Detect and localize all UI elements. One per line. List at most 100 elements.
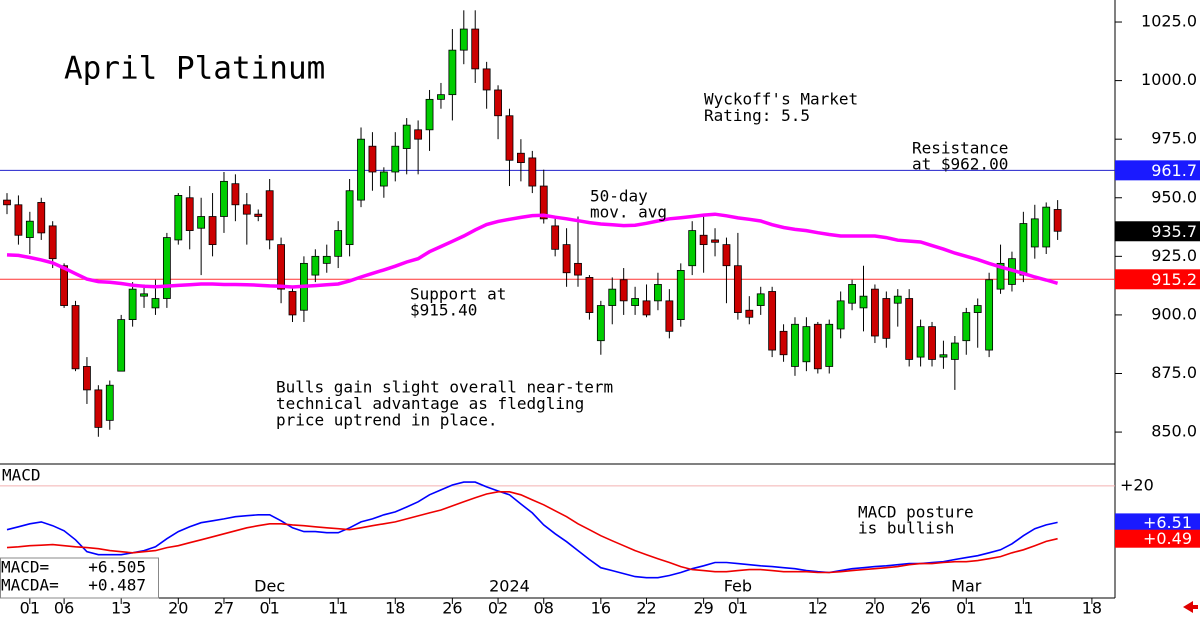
y-tick-label: 975.0: [1151, 129, 1197, 148]
candle-body: [1019, 223, 1028, 276]
support-label: Support at: [410, 285, 506, 304]
y-tick-label: 850.0: [1151, 422, 1197, 441]
macd-tag: [1115, 513, 1200, 532]
candle-body: [220, 180, 228, 217]
candle-body: [83, 366, 91, 391]
candle-body: [950, 342, 959, 360]
candle-body: [391, 145, 400, 173]
candle-body: [494, 89, 502, 117]
x-tick-label: 11: [328, 599, 348, 618]
candle-body: [973, 305, 982, 313]
candle-body: [197, 216, 206, 229]
candle-body: [208, 216, 217, 246]
price-tag: [1115, 269, 1200, 290]
candle-body: [608, 288, 617, 306]
candle-body: [848, 284, 856, 304]
annotation: Rating: 5.5: [704, 106, 810, 125]
resistance-label: at $962.00: [912, 155, 1008, 174]
price-tag-label: 961.7: [1151, 161, 1197, 180]
chart-title: April Platinum: [64, 51, 325, 87]
macd-line: [6, 481, 1058, 579]
annotation: price uptrend in place.: [276, 411, 498, 430]
annotation: MACD posture: [858, 503, 974, 522]
candle-body: [151, 298, 160, 309]
x-tick-label: 29: [693, 599, 713, 618]
candle-body: [368, 145, 377, 173]
candle-body: [117, 319, 126, 372]
y-tick-label: 950.0: [1151, 187, 1197, 206]
annotation: technical advantage as fledgling: [276, 394, 584, 413]
x-tick-label: 01: [20, 599, 40, 618]
candle-body: [185, 197, 194, 231]
resistance-label: Resistance: [912, 139, 1008, 158]
candle-body: [779, 330, 788, 356]
candle-body: [745, 309, 754, 318]
candle-body: [379, 171, 388, 187]
candle-body: [836, 300, 845, 330]
candle-body: [94, 389, 103, 428]
candle-body: [802, 326, 811, 363]
readout-value: +0.487: [88, 576, 146, 595]
readout-label: MACD=: [1, 558, 49, 577]
candle-body: [3, 199, 11, 206]
candle-body: [162, 237, 171, 299]
candle-body: [939, 354, 948, 358]
candle-body: [334, 230, 343, 257]
candle-body: [231, 183, 240, 206]
candle-body: [711, 239, 719, 243]
candle-body: [768, 291, 777, 351]
readout-box: [0, 557, 159, 599]
candle-body: [311, 255, 320, 276]
annotation: is bullish: [858, 519, 954, 538]
candle-body: [471, 28, 480, 70]
candle-body: [345, 190, 354, 246]
x-tick-label: 18: [1082, 599, 1102, 618]
annotation: Bulls gain slight overall near-term: [276, 378, 613, 397]
y-tick-label: 1025.0: [1141, 12, 1197, 31]
candle-body: [551, 225, 560, 250]
candle-body: [71, 305, 80, 370]
candle-body: [928, 326, 936, 360]
x-tick-label: 11: [1013, 599, 1033, 618]
scroll-arrow[interactable]: [1183, 601, 1198, 613]
candle-body: [105, 384, 114, 421]
candle-body: [539, 185, 548, 220]
candle-body: [905, 298, 914, 360]
candle-body: [528, 157, 537, 187]
price-tag: [1115, 160, 1200, 181]
x-tick-label: 12: [808, 599, 828, 618]
candle-body: [642, 300, 651, 316]
candle-body: [242, 204, 251, 215]
candle-body: [25, 220, 34, 238]
candle-body: [1042, 206, 1051, 248]
candle-body: [699, 234, 708, 246]
candle-body: [482, 68, 491, 91]
candle-body: [448, 49, 457, 96]
candle-body: [756, 293, 765, 306]
candle-body: [437, 94, 445, 100]
candle-body: [676, 269, 685, 321]
x-tick-label: 01: [728, 599, 748, 618]
candle-body: [322, 255, 331, 264]
x-tick-label: 20: [168, 599, 188, 618]
x-tick-label: 20: [865, 599, 885, 618]
candle-body: [414, 129, 423, 140]
x-tick-label: 16: [591, 599, 611, 618]
macd-tag-label: +0.49: [1143, 529, 1192, 548]
moving-average-line: [6, 212, 1059, 289]
candle-body: [37, 202, 46, 234]
price-tag-label: 915.2: [1151, 270, 1197, 289]
y-tick-label: 875.0: [1151, 363, 1197, 382]
x-tick-label: 26: [442, 599, 462, 618]
candle-body: [791, 323, 799, 367]
x-tick-label: 01: [956, 599, 976, 618]
x-tick-label: 18: [385, 599, 405, 618]
candle-body: [174, 195, 183, 241]
macd-line: [6, 491, 1058, 574]
price-tag: [1115, 221, 1200, 242]
candle-body: [288, 291, 297, 316]
x-tick-label: 01: [259, 599, 279, 618]
month-label: Dec: [254, 577, 285, 596]
macd-tag: [1115, 529, 1200, 548]
